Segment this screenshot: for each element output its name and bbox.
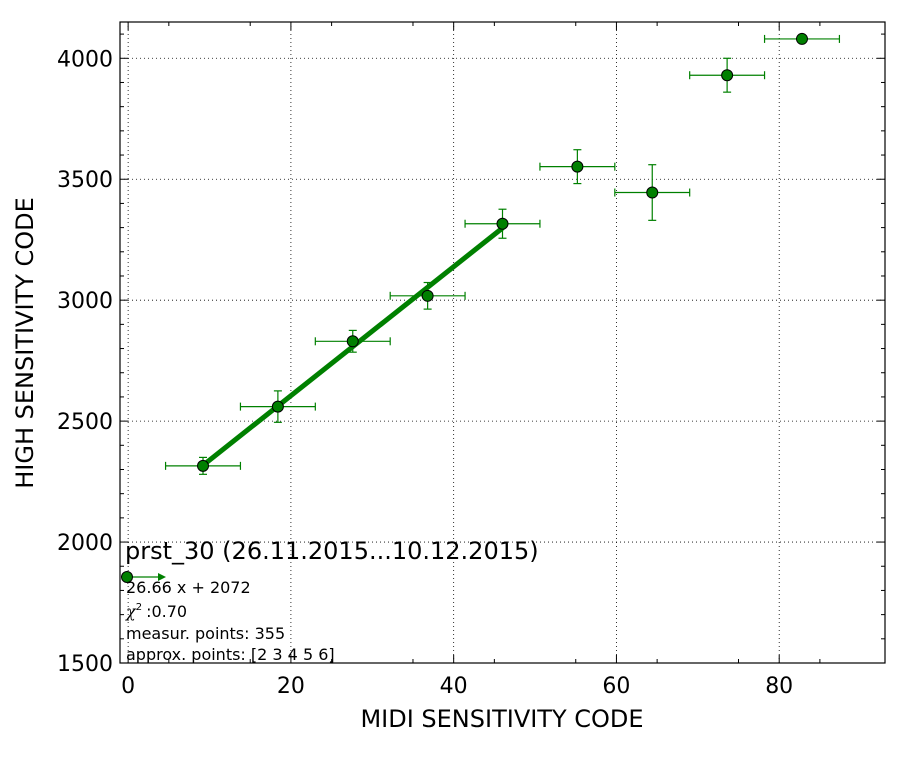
y-tick-label: 4000 (57, 47, 113, 72)
data-points (197, 32, 808, 472)
data-point (421, 289, 434, 302)
data-point (646, 186, 659, 199)
x-tick-label: 40 (440, 674, 468, 699)
grid (120, 22, 885, 664)
plot-background (120, 22, 885, 663)
x-tick-label: 60 (602, 674, 630, 699)
chi2-value: χ2:0.70 (125, 602, 187, 621)
data-point (271, 400, 284, 413)
x-axis-label: MIDI SENSITIVITY CODE (360, 705, 643, 733)
axis-ticks (120, 22, 885, 664)
y-tick-label: 2000 (57, 531, 113, 556)
chi2-label: :0.70 (146, 602, 187, 621)
data-point (197, 459, 210, 472)
measur-points: measur. points: 355 (126, 624, 285, 643)
fit-equation: 26.66 x + 2072 (126, 578, 251, 597)
y-tick-label: 2500 (57, 410, 113, 435)
data-point (346, 335, 359, 348)
data-point (795, 32, 808, 45)
plot-frame (119, 21, 886, 664)
x-tick-label: 0 (121, 674, 135, 699)
y-tick-label: 1500 (57, 652, 113, 677)
data-point (721, 69, 734, 82)
x-tick-label: 20 (277, 674, 305, 699)
x-tick-label: 80 (765, 674, 793, 699)
data-point (571, 160, 584, 173)
data-point (496, 217, 509, 230)
y-tick-label: 3500 (57, 168, 113, 193)
y-axis-label: HIGH SENSITIVITY CODE (11, 197, 39, 489)
legend-fit-marker (121, 571, 166, 583)
chart-title: prst_30 (26.11.2015...10.12.2015) (125, 537, 539, 565)
approx-points: approx. points: [2 3 4 5 6] (126, 645, 335, 664)
x-tick-labels: 0 20 40 60 80 (121, 674, 793, 699)
y-tick-label: 3000 (57, 289, 113, 314)
error-bars (164, 34, 841, 475)
y-tick-labels: 1500 2000 2500 3000 3500 4000 (57, 47, 113, 677)
